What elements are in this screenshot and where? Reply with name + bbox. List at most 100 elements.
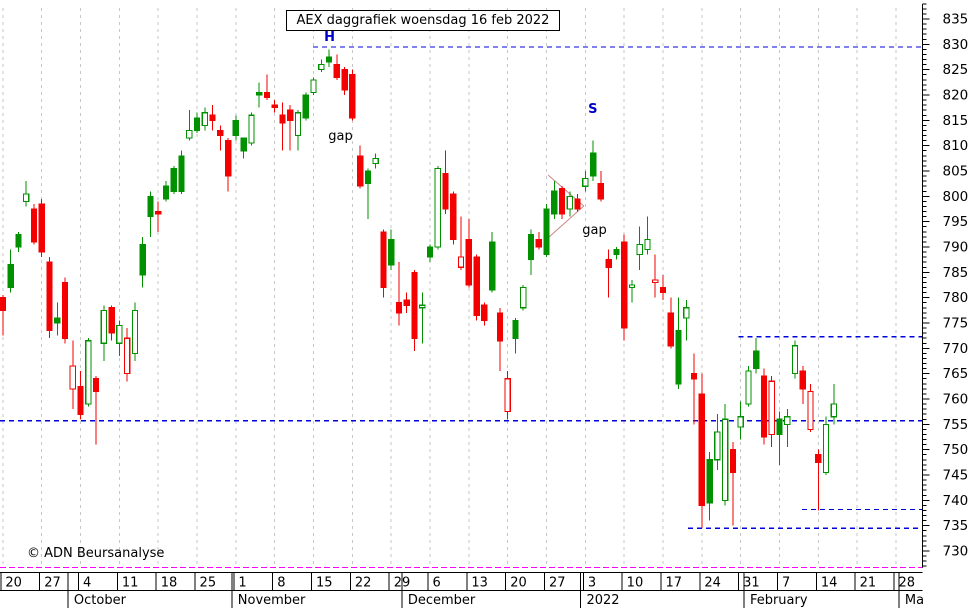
week-tick-label: 13 [471,576,488,591]
candle-body [232,119,240,137]
candle-body [147,195,154,218]
week-tick-label: 11 [122,576,139,591]
y-axis-tick-label: 800 [943,189,969,205]
candle-body [302,94,309,119]
candle-body [465,238,473,286]
week-tick-label: 24 [704,576,721,591]
candle-body [535,238,542,248]
candle-body [69,365,76,390]
candle-body [496,312,504,342]
y-axis-tick-label: 770 [943,341,969,357]
candle-body [543,208,550,256]
candle-body [815,454,822,463]
candle-body [481,304,488,322]
candle-body [294,112,302,137]
candle-body [162,185,170,200]
candle-body [388,238,395,266]
week-tick-label: 27 [549,576,566,591]
candle-body [745,370,752,405]
candle-body [457,256,465,268]
candle-body [799,370,806,390]
y-axis-tick-label: 835 [943,12,969,28]
candle-body [380,231,387,289]
y-axis-tick-label: 730 [943,544,969,560]
week-tick-label: 27 [44,576,61,591]
y-axis-tick-label: 815 [943,113,969,129]
month-label: October [74,593,127,608]
candle-body [271,104,278,109]
week-tick-label: 3 [588,576,596,591]
candle-body [38,203,45,253]
y-axis-tick-label: 785 [943,265,969,281]
candle-body [760,375,768,438]
gap-annotation-2: gap [582,222,607,238]
y-axis-tick-label: 830 [943,37,969,53]
week-tick-label: 31 [743,576,760,591]
candle-body [92,378,100,392]
candle-body [504,378,511,413]
candle-body [318,64,325,71]
candle-body [822,423,830,474]
candle-body [116,324,123,344]
candle-body [706,459,713,504]
candle-body [683,307,690,319]
month-label: Ma [905,593,924,608]
candle-body [473,256,480,316]
candle-body [714,431,721,461]
candle-body [217,129,224,137]
candle-body [54,317,61,324]
month-label: December [408,593,476,608]
candle-body [341,69,348,91]
week-tick-label: 6 [433,576,441,591]
candle-body [131,309,139,354]
month-label: November [238,593,306,608]
y-axis-tick-label: 760 [943,392,969,408]
week-tick-label: 4 [83,576,91,591]
week-tick-label: 28 [898,576,915,591]
y-axis-tick-label: 745 [943,468,969,484]
month-label: February [750,593,808,608]
candle-body [729,449,737,474]
candle-body [61,281,69,339]
candle-body [512,319,519,339]
candle-body [155,210,162,215]
y-axis-tick-label: 805 [943,164,969,180]
candle-body [582,178,589,187]
candle-body [15,233,22,248]
candle-body [263,91,271,99]
y-axis-tick-label: 750 [943,442,969,458]
y-axis-tick-label: 780 [943,290,969,306]
candle-body [667,312,674,347]
candle-body [419,304,426,309]
candle-body [248,114,255,144]
candle-body [201,112,208,126]
candle-body [310,79,317,94]
candle-body [628,284,636,289]
candle-body [139,243,146,276]
y-axis-tick-label: 810 [943,138,969,154]
candle-body [737,416,744,428]
y-axis-tick-label: 790 [943,240,969,256]
head-annotation: H [324,29,335,45]
candle-body [721,418,729,501]
candle-body [279,114,286,124]
candle-body [442,172,449,210]
month-label: 2022 [586,593,619,608]
candle-body [411,271,418,339]
candle-body [224,140,232,177]
week-tick-label: 25 [200,576,217,591]
week-tick-label: 14 [821,576,838,591]
candle-body [753,350,760,370]
candle-body [193,117,201,132]
week-tick-label: 15 [316,576,333,591]
week-tick-label: 20 [5,576,22,591]
candle-body [333,64,340,78]
copyright-text: © ADN Beursanalyse [27,546,165,561]
week-tick-label: 17 [666,576,683,591]
candle-body [830,403,838,418]
candle-body [85,340,92,405]
candle-body [784,416,791,425]
candle-body [356,155,364,187]
candle-body [613,248,620,256]
